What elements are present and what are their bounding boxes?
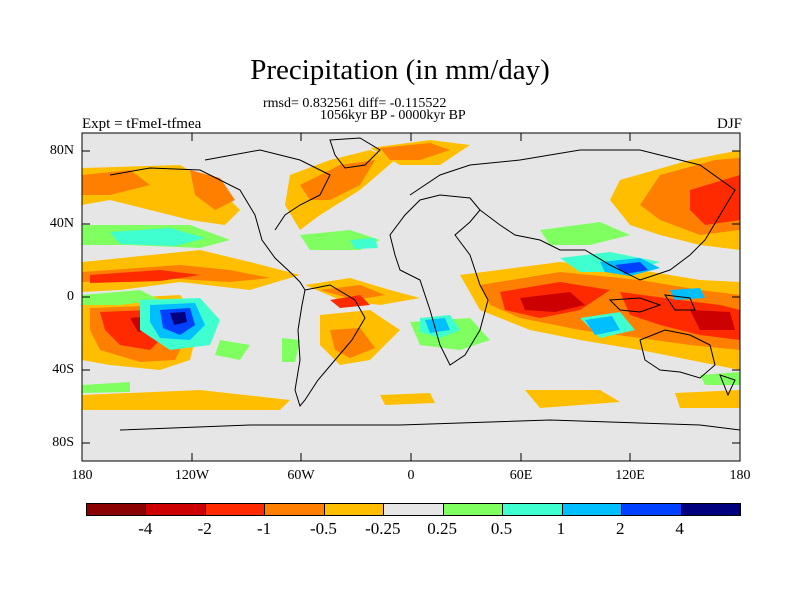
lat-label-40n: 40N	[49, 216, 74, 231]
lat-label-0: 0	[67, 289, 74, 304]
colorbar-swatch	[503, 504, 563, 515]
colorbar-label: -0.5	[309, 519, 337, 538]
lon-label-180w: 180	[71, 468, 93, 483]
colorbar-label: -0.25	[365, 519, 401, 538]
lon-label-120e: 120E	[615, 468, 645, 483]
colorbar-label: 1	[556, 519, 566, 538]
colorbar-label: -1	[256, 519, 272, 538]
season-label: DJF	[716, 116, 742, 132]
lat-label-80n: 80N	[49, 143, 74, 158]
colorbar-swatch	[443, 504, 504, 515]
colorbar-label: 0.25	[427, 519, 458, 538]
colorbar-swatch	[622, 504, 682, 515]
colorbar-label: -2	[197, 519, 212, 538]
lon-label-180e: 180	[729, 468, 751, 483]
anomaly-dark-red	[130, 292, 735, 332]
colorbar-label: 2	[616, 519, 625, 538]
coastlines	[109, 137, 740, 431]
anomaly-navy	[170, 312, 187, 325]
colorbar	[86, 503, 741, 516]
colorbar-label: 4	[675, 519, 684, 538]
colorbar-swatch	[384, 504, 444, 515]
colorbar-swatch	[146, 504, 206, 515]
colorbar-swatch	[562, 504, 623, 515]
period-subtitle: 1056kyr BP - 0000kyr BP	[320, 108, 466, 123]
colorbar-label: 0.5	[490, 519, 513, 538]
colorbar-swatch	[265, 504, 325, 515]
lon-label-60e: 60E	[509, 468, 533, 483]
map-title: Precipitation (in mm/day)	[250, 54, 550, 86]
colorbar-swatch	[324, 504, 385, 515]
colorbar-label: -4	[138, 519, 153, 538]
lat-label-40s: 40S	[52, 362, 74, 377]
colorbar-swatch	[681, 504, 740, 515]
lon-label-60w: 60W	[287, 468, 315, 483]
experiment-label: Expt = tFmeI-tfmea	[82, 116, 202, 132]
lon-label-120w: 120W	[174, 468, 210, 483]
stats-subtitle: rmsd= 0.832561 diff= -0.115522	[263, 96, 447, 111]
axis-ticks	[81, 133, 741, 461]
colorbar-swatch	[87, 504, 147, 515]
lon-label-0: 0	[407, 468, 415, 483]
colorbar-swatch	[205, 504, 266, 515]
map-field	[82, 133, 740, 461]
lat-label-80s: 80S	[52, 435, 74, 450]
